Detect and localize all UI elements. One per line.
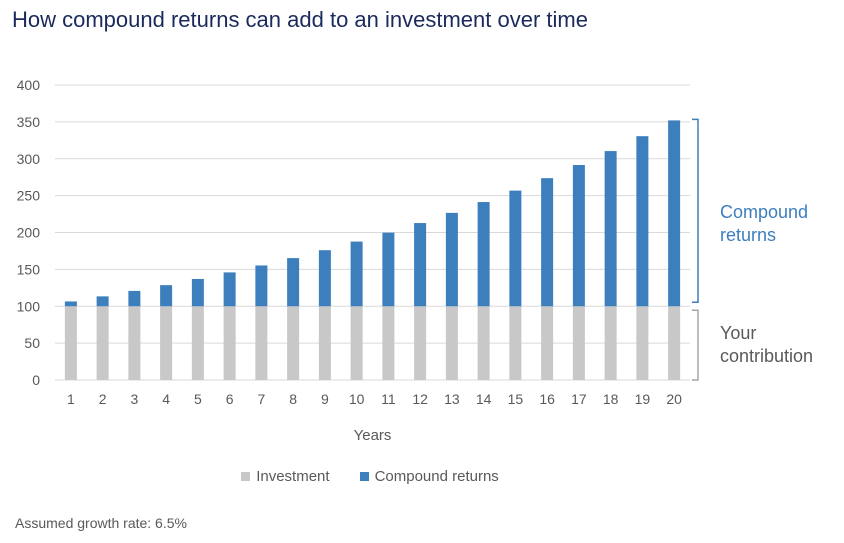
bar-compound-6: [223, 272, 236, 307]
bar-investment-2: [96, 306, 109, 380]
x-tick-label: 12: [412, 391, 428, 407]
y-tick-label: 100: [17, 298, 41, 314]
bar-compound-18: [604, 151, 617, 307]
x-tick-label: 19: [635, 391, 651, 407]
y-axis-ticks: 0 50 100 150 200 250 300 350 400: [17, 77, 41, 388]
bar-compound-19: [636, 136, 649, 307]
bar-compound-16: [541, 178, 554, 307]
bar-investment-5: [191, 306, 204, 380]
x-tick-label: 11: [381, 391, 396, 407]
x-tick-label: 9: [321, 391, 329, 407]
y-tick-label: 300: [17, 151, 41, 167]
legend-swatch-investment: [241, 472, 251, 481]
chart-title: How compound returns can add to an inves…: [12, 7, 588, 32]
x-tick-label: 3: [130, 391, 138, 407]
x-tick-label: 5: [194, 391, 202, 407]
contribution-bracket: [692, 309, 699, 381]
bar-investment-10: [350, 306, 363, 380]
x-tick-label: 7: [257, 391, 265, 407]
x-tick-label: 2: [99, 391, 107, 407]
y-tick-label: 250: [17, 188, 41, 204]
bar-investment-11: [382, 306, 395, 380]
bar-investment-20: [668, 306, 681, 380]
legend-label-compound: Compound returns: [374, 468, 499, 485]
legend-item-investment: Investment: [241, 468, 330, 485]
bar-investment-13: [445, 306, 458, 380]
bar-compound-15: [509, 190, 522, 307]
x-tick-label: 8: [289, 391, 297, 407]
bar-compound-3: [128, 290, 141, 307]
x-tick-label: 13: [444, 391, 460, 407]
bar-compound-7: [255, 265, 268, 307]
y-tick-label: 150: [17, 261, 41, 277]
x-tick-label: 18: [603, 391, 619, 407]
y-tick-label: 50: [24, 335, 40, 351]
y-tick-label: 350: [17, 114, 41, 130]
compound-bracket-label-line2: returns: [720, 225, 776, 245]
bar-compound-13: [445, 212, 458, 307]
contribution-bracket-label-line2: contribution: [720, 346, 813, 366]
footnote: Assumed growth rate: 6.5%: [15, 515, 187, 531]
bar-compound-17: [572, 165, 585, 307]
bar-investment-19: [636, 306, 649, 380]
y-tick-label: 0: [32, 372, 40, 388]
compound-bracket: [692, 118, 699, 303]
bar-investment-4: [160, 306, 173, 380]
bar-investment-7: [255, 306, 268, 380]
bar-investment-3: [128, 306, 141, 380]
y-tick-label: 400: [17, 77, 41, 93]
bar-compound-2: [96, 296, 109, 307]
bar-investment-12: [414, 306, 427, 380]
bar-investment-17: [572, 306, 585, 380]
bar-compound-14: [477, 202, 490, 307]
x-tick-label: 14: [476, 391, 492, 407]
bar-investment-18: [604, 306, 617, 380]
legend: Investment Compound returns: [0, 468, 740, 485]
bar-compound-4: [160, 285, 173, 307]
bar-compound-5: [191, 278, 204, 307]
legend-swatch-compound: [359, 472, 369, 481]
x-tick-label: 15: [508, 391, 524, 407]
bar-investment-8: [287, 306, 300, 380]
x-tick-label: 10: [349, 391, 365, 407]
bar-investment-9: [318, 306, 331, 380]
x-tick-label: 20: [666, 391, 682, 407]
legend-item-compound: Compound returns: [359, 468, 499, 485]
legend-label-investment: Investment: [256, 468, 330, 485]
bars: [64, 120, 681, 380]
bar-investment-6: [223, 306, 236, 380]
bar-compound-8: [287, 258, 300, 307]
bar-compound-11: [382, 232, 395, 307]
brackets: [692, 118, 699, 381]
bar-investment-14: [477, 306, 490, 380]
bar-compound-1: [64, 301, 77, 307]
x-axis-ticks: 1 2 3 4 5 6 7 8 9 10 11 12 13 14 15 16 17 18 19 20: [67, 391, 682, 407]
x-tick-label: 4: [162, 391, 170, 407]
x-tick-label: 17: [571, 391, 587, 407]
x-axis-label: Years: [354, 427, 392, 444]
compound-bracket-label-line1: Compound: [720, 202, 808, 222]
bar-compound-20: [668, 120, 681, 307]
bar-compound-9: [318, 250, 331, 307]
x-tick-label: 6: [226, 391, 234, 407]
x-tick-label: 16: [539, 391, 555, 407]
contribution-bracket-label-line1: Your: [720, 323, 756, 343]
bar-investment-15: [509, 306, 522, 380]
bar-compound-10: [350, 241, 363, 307]
x-tick-label: 1: [67, 391, 75, 407]
bar-investment-16: [541, 306, 554, 380]
gridlines: [55, 84, 690, 381]
y-tick-label: 200: [17, 225, 41, 241]
bar-compound-12: [414, 223, 427, 307]
bar-investment-1: [64, 306, 77, 380]
